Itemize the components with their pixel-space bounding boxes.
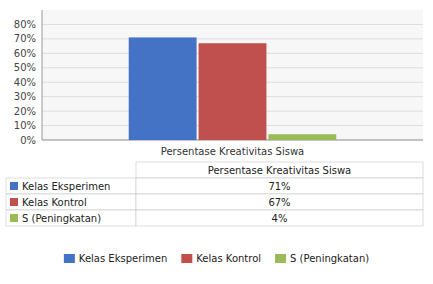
legend-swatch	[181, 254, 192, 263]
table-cell	[6, 194, 136, 210]
grid-line	[42, 24, 423, 25]
tick-label: 0%	[20, 135, 36, 146]
bar	[129, 37, 197, 140]
table-cell	[136, 162, 423, 178]
table-cell	[136, 210, 423, 226]
table-cell	[6, 178, 136, 194]
data-label: 4%	[272, 213, 288, 224]
table-cell	[136, 178, 423, 194]
tick-label: 60%	[14, 48, 36, 59]
bar	[199, 43, 267, 140]
plot-background	[42, 10, 423, 140]
legend-swatch	[64, 254, 75, 263]
table-header: Persentase Kreativitas Siswa	[208, 165, 351, 176]
legend-swatch	[275, 254, 286, 263]
table-cell	[6, 210, 136, 226]
grid-line	[42, 38, 423, 39]
legend-entry: Kelas Eksperimen	[79, 253, 167, 264]
chart: 0% 10% 20% 30% 40% 50% 60% 70% 80% Persentase Kre…	[0, 0, 433, 284]
legend-entry: Kelas Kontrol	[196, 253, 261, 264]
data-label: 71%	[268, 181, 290, 192]
legend-entry: S (Peningkatan)	[290, 253, 369, 264]
tick-label: 20%	[14, 106, 36, 117]
data-label: 67%	[268, 197, 290, 208]
table-row-label: S (Peningkatan)	[22, 213, 101, 224]
bar	[268, 134, 336, 140]
data-table: Persentase Kreativitas Siswa Kelas Eksper…	[6, 162, 423, 226]
tick-label: 70%	[14, 33, 36, 44]
table-cell	[136, 194, 423, 210]
table-swatch	[10, 182, 18, 190]
table-swatch	[10, 198, 18, 206]
tick-label: 40%	[14, 77, 36, 88]
table-row-label: Kelas Kontrol	[22, 197, 87, 208]
table-swatch	[10, 214, 18, 222]
tick-label: 50%	[14, 62, 36, 73]
tick-label: 30%	[14, 91, 36, 102]
x-axis-label: Persentase Kreativitas Siswa	[161, 146, 304, 157]
table-row-label: Kelas Eksperimen	[22, 181, 110, 192]
y-axis-line	[42, 10, 43, 140]
tick-label: 80%	[14, 19, 36, 30]
tick-label: 10%	[14, 120, 36, 131]
bars	[129, 37, 337, 140]
legend: Kelas Eksperimen Kelas Kontrol S (Peningka…	[64, 253, 369, 264]
